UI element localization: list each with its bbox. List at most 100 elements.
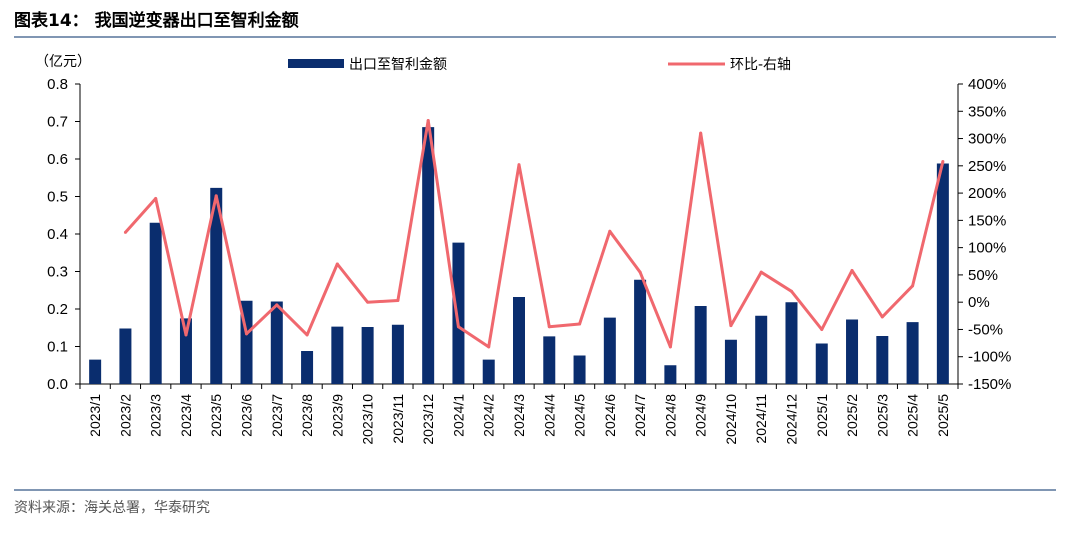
- x-tick-label: 2024/5: [572, 394, 588, 437]
- bar: [846, 319, 859, 384]
- source-note: 资料来源：海关总署，华泰研究: [14, 500, 210, 516]
- bar: [301, 351, 314, 384]
- line-point: [699, 131, 703, 135]
- x-tick-label: 2023/7: [269, 394, 285, 437]
- bar: [906, 322, 919, 384]
- x-tick-label: 2024/8: [662, 394, 678, 437]
- y-right-tick-label: 300%: [968, 131, 1006, 148]
- y-right-tick-label: -50%: [968, 321, 1003, 338]
- bar: [664, 365, 677, 384]
- y-left-tick-label: 0.3: [47, 264, 68, 281]
- x-tick-label: 2025/5: [935, 394, 951, 437]
- bar: [422, 127, 435, 384]
- bar: [603, 317, 616, 384]
- x-tick-label: 2024/10: [723, 394, 739, 445]
- x-tick-label: 2024/7: [632, 394, 648, 437]
- bar: [210, 187, 223, 384]
- y-left-unit: （亿元）: [35, 54, 91, 70]
- x-tick-label: 2025/3: [874, 394, 890, 437]
- line-point: [759, 270, 763, 274]
- x-tick-label: 2024/6: [602, 394, 618, 437]
- chart-axes: 0.0 0.1 0.2 0.3 0.4 0.5 0.6 0.7 0.8 -150% -100% -50…: [47, 76, 1011, 445]
- line-point: [426, 119, 430, 123]
- bar: [724, 339, 737, 384]
- legend-line-label: 环比-右轴: [730, 57, 791, 73]
- bar: [149, 222, 162, 384]
- line-point: [214, 194, 218, 198]
- y-right-tick-label: 100%: [968, 240, 1006, 257]
- bar: [543, 336, 556, 384]
- bar: [755, 315, 768, 384]
- line-point: [668, 345, 672, 349]
- line-point: [366, 300, 370, 304]
- line-point: [123, 230, 127, 234]
- page-title: 图表14： 我国逆变器出口至智利金额: [14, 11, 299, 31]
- bar: [89, 359, 102, 384]
- bar: [694, 306, 707, 384]
- line-series: [123, 119, 945, 349]
- line-point: [789, 289, 793, 293]
- bar: [785, 302, 798, 384]
- x-tick-label: 2025/2: [844, 394, 860, 437]
- y-right-tick-label: 250%: [968, 158, 1006, 175]
- bar: [513, 297, 525, 384]
- bar: [936, 163, 949, 384]
- y-right-tick-label: -150%: [968, 376, 1011, 393]
- x-tick-label: 2024/4: [541, 394, 557, 437]
- bar: [634, 279, 647, 384]
- bar: [815, 343, 828, 384]
- y-right-tick-label: 0%: [968, 294, 990, 311]
- line-point: [275, 303, 279, 307]
- x-tick-label: 2024/12: [783, 394, 799, 445]
- line-point: [305, 333, 309, 337]
- legend-bar-label: 出口至智利金额: [349, 57, 447, 73]
- y-right-tick-label: 400%: [968, 76, 1006, 93]
- bar: [573, 355, 586, 384]
- line-point: [638, 270, 642, 274]
- line-point: [184, 333, 188, 337]
- bar: [179, 318, 192, 384]
- line-point: [911, 284, 915, 288]
- x-tick-label: 2023/2: [117, 394, 133, 437]
- line-point: [456, 325, 460, 329]
- line-point: [547, 325, 551, 329]
- line-point: [729, 324, 733, 328]
- x-tick-label: 2023/3: [148, 394, 164, 437]
- line-point: [941, 159, 945, 163]
- x-tick-label: 2024/3: [511, 394, 527, 437]
- y-left-tick-label: 0.2: [47, 301, 68, 318]
- line-point: [880, 315, 884, 319]
- x-tick-label: 2024/2: [481, 394, 497, 437]
- y-left-tick-label: 0.4: [47, 226, 68, 243]
- bar: [876, 336, 889, 384]
- bar: [391, 324, 404, 384]
- x-tick-label: 2023/12: [420, 394, 436, 445]
- bar: [270, 301, 283, 384]
- y-left-tick-label: 0.7: [47, 114, 68, 131]
- y-left-tick-label: 0.0: [47, 376, 68, 393]
- bar-series: [89, 127, 949, 384]
- line-point: [850, 269, 854, 273]
- legend-bar-swatch: [288, 59, 344, 68]
- x-tick-label: 2023/4: [178, 394, 194, 437]
- line-point: [517, 163, 521, 167]
- y-right-tick-label: -100%: [968, 349, 1011, 366]
- bar: [331, 326, 344, 384]
- top-divider: [14, 36, 1056, 38]
- y-left-tick-label: 0.1: [47, 339, 68, 356]
- line-point: [608, 229, 612, 233]
- y-right-tick-label: 200%: [968, 185, 1006, 202]
- y-right-tick-label: 150%: [968, 212, 1006, 229]
- bottom-divider: [14, 489, 1056, 491]
- x-tick-label: 2023/6: [239, 394, 255, 437]
- x-tick-label: 2025/4: [905, 394, 921, 437]
- x-tick-label: 2025/1: [814, 394, 830, 437]
- bar: [361, 327, 374, 384]
- x-tick-label: 2023/11: [390, 394, 406, 444]
- line-point: [154, 197, 158, 201]
- bar: [482, 359, 495, 384]
- x-tick-label: 2024/1: [450, 394, 466, 437]
- y-left-tick-label: 0.5: [47, 189, 68, 206]
- x-tick-label: 2023/8: [299, 394, 315, 437]
- x-tick-label: 2023/1: [87, 394, 103, 437]
